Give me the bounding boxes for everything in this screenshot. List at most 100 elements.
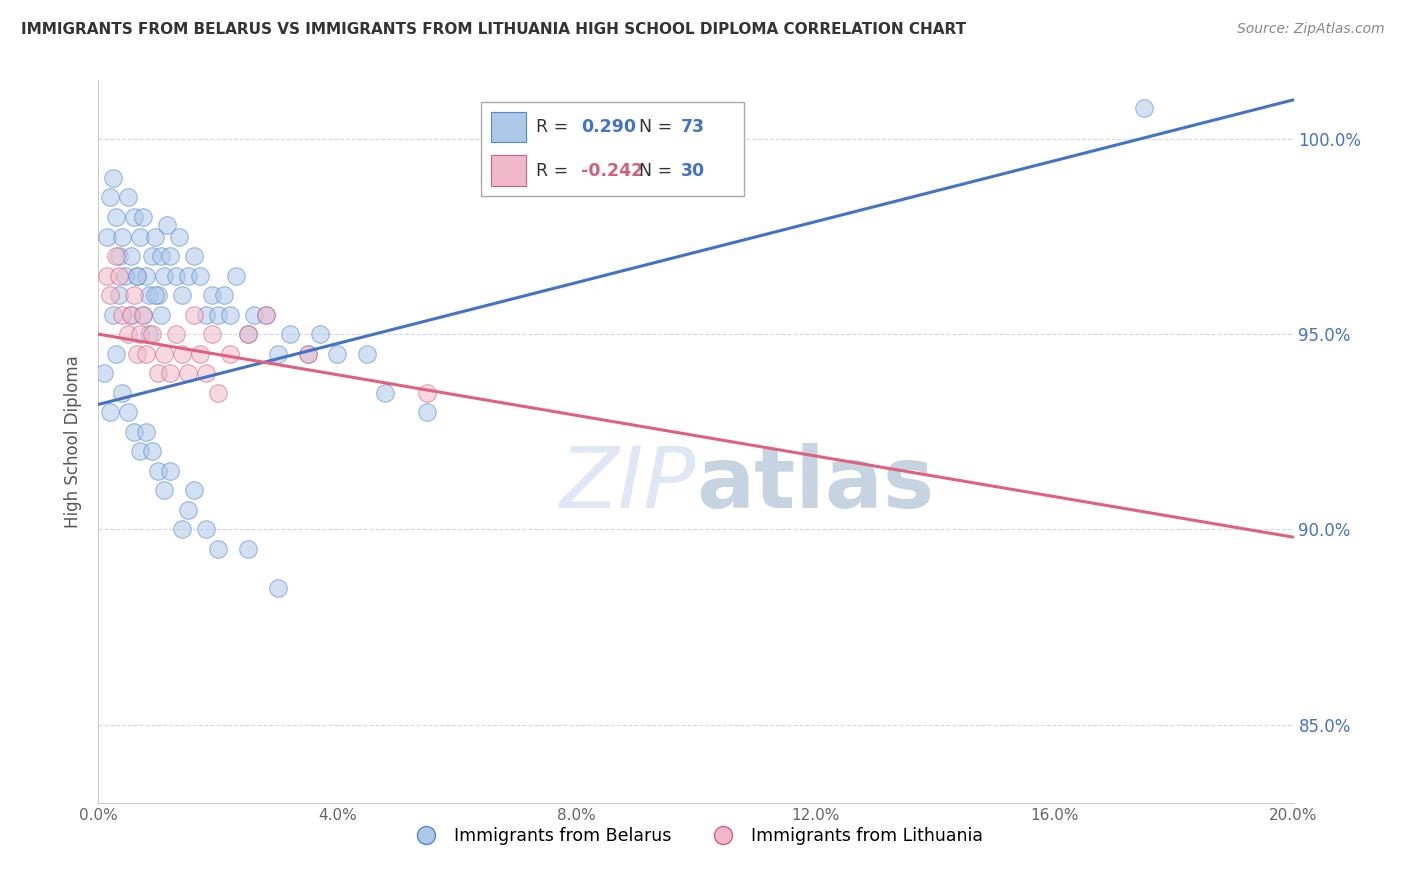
Point	[356, 346, 378, 360]
Point	[236, 327, 259, 342]
Point	[148, 464, 170, 478]
Point	[278, 327, 301, 342]
Point	[124, 210, 146, 224]
Point	[236, 541, 259, 556]
Point	[159, 464, 181, 478]
Point	[98, 288, 122, 302]
Point	[207, 385, 229, 400]
Point	[416, 385, 439, 400]
Point	[114, 268, 136, 283]
Point	[254, 308, 277, 322]
Point	[129, 229, 152, 244]
Point	[195, 523, 218, 537]
Point	[267, 346, 290, 360]
Text: ZIP: ZIP	[560, 443, 696, 526]
Legend: Immigrants from Belarus, Immigrants from Lithuania: Immigrants from Belarus, Immigrants from…	[402, 820, 990, 852]
Point	[177, 503, 200, 517]
Point	[127, 346, 149, 360]
Text: atlas: atlas	[696, 443, 934, 526]
Point	[98, 190, 122, 204]
Point	[188, 268, 211, 283]
Point	[117, 327, 139, 342]
Point	[148, 288, 170, 302]
Point	[153, 483, 176, 498]
Point	[132, 308, 155, 322]
Point	[143, 288, 166, 302]
Point	[96, 229, 118, 244]
Point	[207, 541, 229, 556]
Point	[111, 308, 134, 322]
Point	[308, 327, 330, 342]
Point	[172, 523, 194, 537]
Point	[150, 249, 173, 263]
Point	[297, 346, 319, 360]
Point	[236, 327, 259, 342]
Point	[141, 249, 163, 263]
Point	[129, 444, 152, 458]
Y-axis label: High School Diploma: High School Diploma	[65, 355, 83, 528]
Point	[105, 346, 128, 360]
Text: Source: ZipAtlas.com: Source: ZipAtlas.com	[1237, 22, 1385, 37]
Point	[225, 268, 247, 283]
Point	[132, 210, 155, 224]
Point	[165, 268, 187, 283]
Point	[267, 581, 290, 595]
Point	[148, 366, 170, 380]
Point	[103, 308, 125, 322]
Point	[183, 308, 205, 322]
Point	[141, 327, 163, 342]
Point	[201, 288, 224, 302]
Point	[165, 327, 187, 342]
Point	[1133, 101, 1156, 115]
Point	[219, 346, 242, 360]
Point	[243, 308, 266, 322]
Point	[153, 346, 176, 360]
Point	[153, 268, 176, 283]
Point	[105, 210, 128, 224]
Point	[108, 288, 131, 302]
Point	[96, 268, 118, 283]
Point	[212, 288, 235, 302]
Point	[124, 288, 146, 302]
Point	[138, 327, 160, 342]
Point	[177, 268, 200, 283]
Point	[207, 308, 229, 322]
Point	[135, 425, 157, 439]
Point	[201, 327, 224, 342]
Point	[111, 229, 134, 244]
Point	[172, 288, 194, 302]
Text: IMMIGRANTS FROM BELARUS VS IMMIGRANTS FROM LITHUANIA HIGH SCHOOL DIPLOMA CORRELA: IMMIGRANTS FROM BELARUS VS IMMIGRANTS FR…	[21, 22, 966, 37]
Point	[183, 249, 205, 263]
Point	[195, 366, 218, 380]
Point	[167, 229, 190, 244]
Point	[124, 425, 146, 439]
Point	[195, 308, 218, 322]
Point	[326, 346, 349, 360]
Point	[183, 483, 205, 498]
Point	[141, 444, 163, 458]
Point	[150, 308, 173, 322]
Point	[93, 366, 115, 380]
Point	[103, 170, 125, 185]
Point	[177, 366, 200, 380]
Point	[127, 268, 149, 283]
Point	[156, 218, 179, 232]
Point	[108, 268, 131, 283]
Point	[111, 385, 134, 400]
Point	[120, 308, 142, 322]
Point	[120, 249, 142, 263]
Point	[117, 190, 139, 204]
Point	[127, 268, 149, 283]
Point	[117, 405, 139, 419]
Point	[98, 405, 122, 419]
Point	[254, 308, 277, 322]
Point	[143, 229, 166, 244]
Point	[188, 346, 211, 360]
Point	[120, 308, 142, 322]
Point	[132, 308, 155, 322]
Point	[159, 366, 181, 380]
Point	[172, 346, 194, 360]
Point	[135, 346, 157, 360]
Point	[374, 385, 396, 400]
Point	[159, 249, 181, 263]
